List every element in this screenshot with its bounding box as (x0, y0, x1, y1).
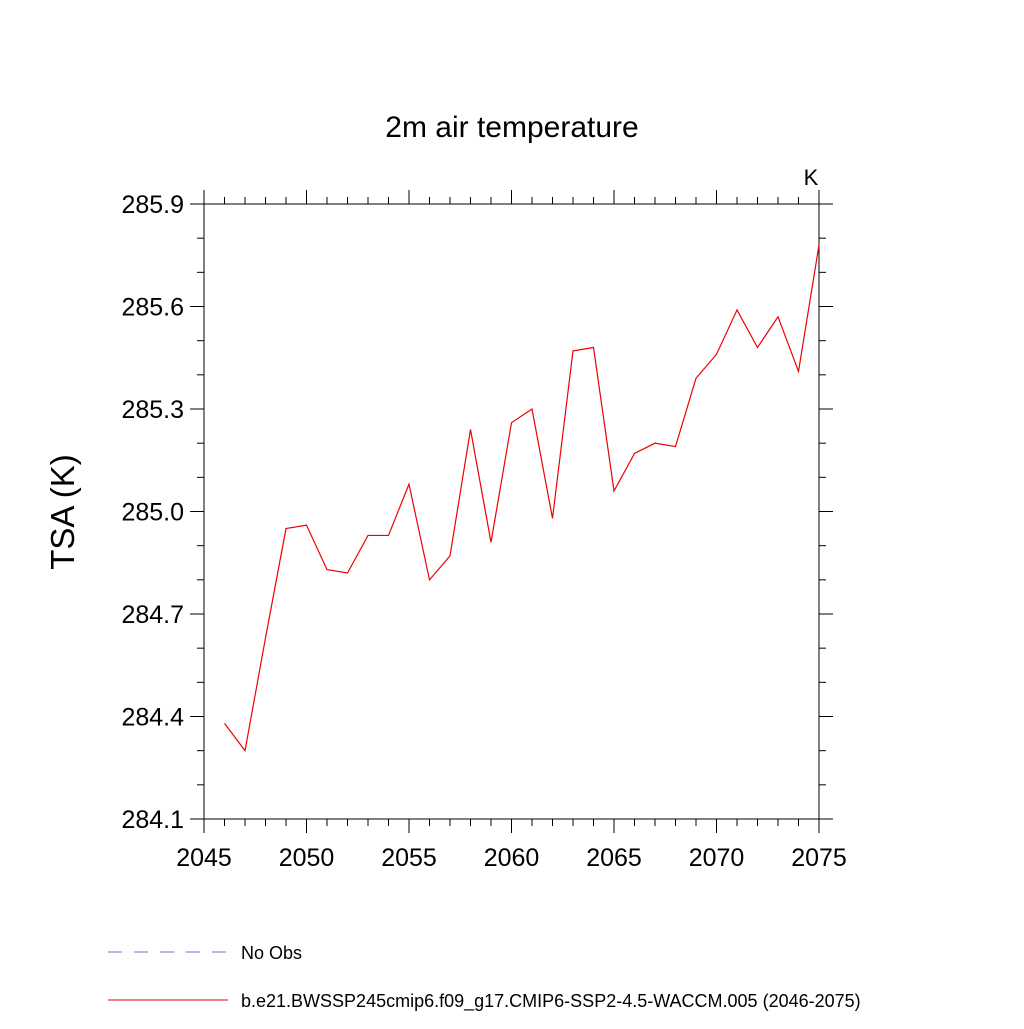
x-tick-label: 2045 (176, 844, 232, 872)
x-tick-label: 2050 (279, 844, 335, 872)
units-label: K (804, 165, 819, 190)
x-tick-label: 2060 (484, 844, 540, 872)
y-tick-label: 285.3 (121, 396, 184, 424)
y-tick-label: 284.1 (121, 806, 184, 834)
y-tick-label: 284.4 (121, 704, 184, 732)
legend: No Obs b.e21.BWSSP245cmip6.f09_g17.CMIP6-… (108, 943, 861, 1012)
plot-frame (203, 203, 820, 820)
y-tick-label: 285.6 (121, 294, 184, 322)
legend-label: No Obs (241, 943, 302, 963)
chart-title: 2m air temperature (385, 111, 638, 144)
axis-ticks: 2045 2050 2055 2060 2065 2070 2075 284.1 284.4 28… (121, 190, 847, 872)
y-axis-label: TSA (K) (44, 454, 81, 570)
series-line (224, 244, 820, 753)
x-tick-label: 2065 (586, 844, 642, 872)
x-tick-label: 2070 (689, 844, 745, 872)
x-tick-label: 2075 (791, 844, 847, 872)
legend-label: b.e21.BWSSP245cmip6.f09_g17.CMIP6-SSP2-4… (241, 991, 861, 1012)
y-tick-label: 284.7 (121, 601, 184, 629)
data-series (224, 244, 820, 753)
y-tick-label: 285.0 (121, 499, 184, 527)
x-tick-label: 2055 (381, 844, 437, 872)
y-tick-label: 285.9 (121, 191, 184, 219)
